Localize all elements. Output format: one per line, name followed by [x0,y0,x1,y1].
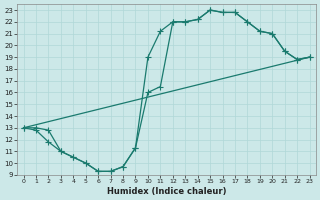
X-axis label: Humidex (Indice chaleur): Humidex (Indice chaleur) [107,187,226,196]
